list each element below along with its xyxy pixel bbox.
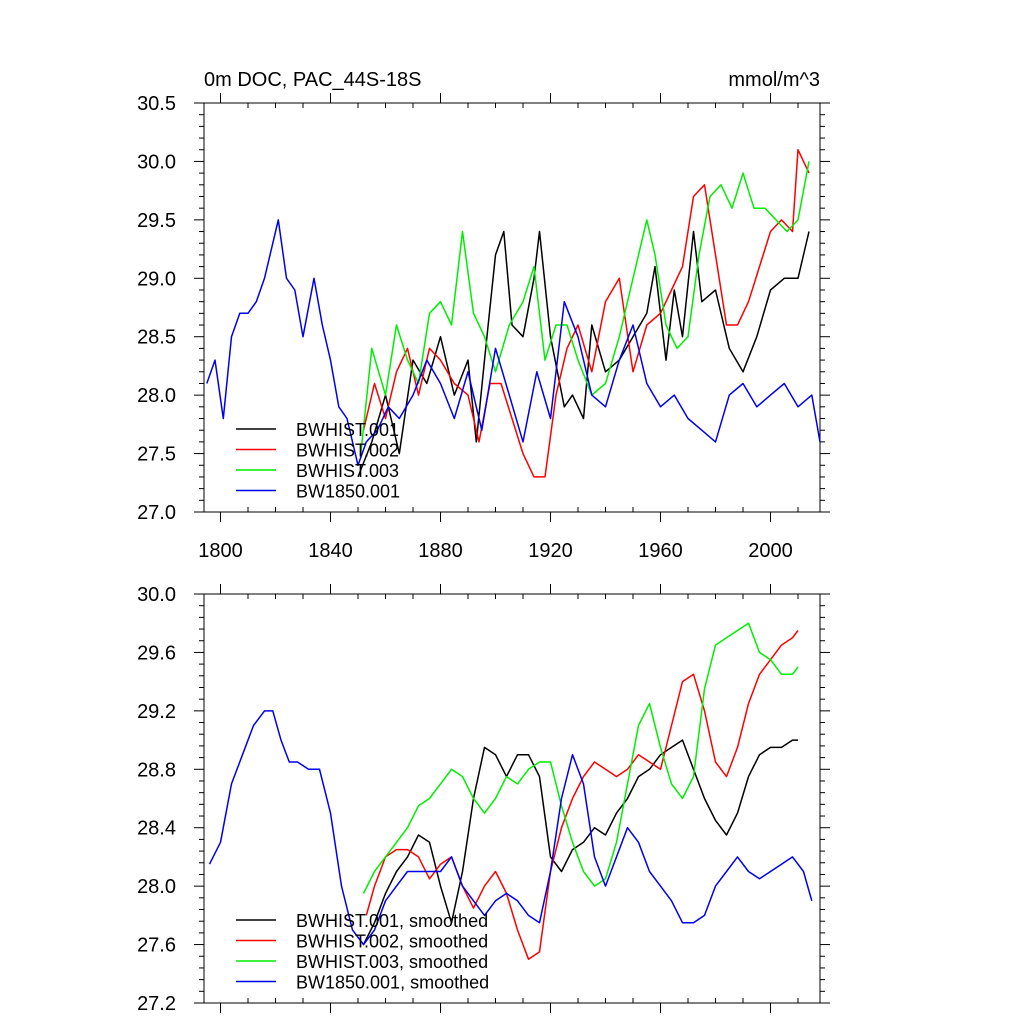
y-tick-label: 29.6 bbox=[137, 642, 176, 664]
y-tick-label: 27.6 bbox=[137, 935, 176, 957]
y-tick-label: 30.0 bbox=[137, 151, 176, 173]
y-tick-label: 28.4 bbox=[137, 818, 176, 840]
y-tick-label: 29.5 bbox=[137, 210, 176, 232]
units-label: mmol/m^3 bbox=[728, 69, 820, 91]
legend-label: BW1850.001 bbox=[296, 482, 400, 502]
legend-label: BWHIST.003 bbox=[296, 461, 399, 481]
y-tick-label: 28.8 bbox=[137, 759, 176, 781]
top-panel: 0m DOC, PAC_44S-18S mmol/m^3 1800 1840 188… bbox=[137, 69, 830, 562]
y-tick-label: 29.0 bbox=[137, 268, 176, 290]
legend-label: BWHIST.002 bbox=[296, 441, 399, 461]
series-line-3 bbox=[362, 622, 799, 894]
legend-label: BWHIST.003, smoothed bbox=[296, 952, 488, 972]
x-tick-label: 1960 bbox=[638, 540, 683, 562]
y-tick-label: 30.5 bbox=[137, 93, 176, 115]
plot-frame bbox=[203, 593, 821, 1004]
chart-title: 0m DOC, PAC_44S-18S bbox=[204, 69, 422, 91]
y-tick-label: 27.5 bbox=[137, 444, 176, 466]
x-tick-label: 1920 bbox=[528, 540, 573, 562]
series-line-2 bbox=[362, 148, 810, 478]
legend-label: BWHIST.001, smoothed bbox=[296, 911, 488, 931]
y-tick-label: 28.5 bbox=[137, 327, 176, 349]
x-tick-label: 2000 bbox=[748, 540, 793, 562]
x-tick-label: 1840 bbox=[308, 540, 353, 562]
y-tick-label: 28.0 bbox=[137, 876, 176, 898]
x-tick-label: 1800 bbox=[198, 540, 243, 562]
series-line-4 bbox=[206, 219, 821, 467]
legend-label: BW1850.001, smoothed bbox=[296, 973, 489, 993]
plot-frame bbox=[203, 102, 821, 513]
y-tick-label: 29.2 bbox=[137, 701, 176, 723]
y-tick-label: 28.0 bbox=[137, 385, 176, 407]
series-line-1 bbox=[357, 230, 810, 478]
y-tick-label: 30.0 bbox=[137, 584, 176, 606]
bottom-panel: 27.2 27.6 28.0 28.4 28.8 29.2 29.6 30.0 BWHIST.0… bbox=[137, 584, 830, 1015]
y-tick-label: 27.0 bbox=[137, 502, 176, 524]
legend-label: BWHIST.001 bbox=[296, 420, 399, 440]
legend-label: BWHIST.002, smoothed bbox=[296, 932, 488, 952]
x-tick-label: 1880 bbox=[418, 540, 463, 562]
series-line-4 bbox=[208, 710, 813, 946]
series-line-2 bbox=[365, 630, 799, 960]
series-line-3 bbox=[360, 161, 810, 454]
y-tick-label: 27.2 bbox=[137, 993, 176, 1015]
